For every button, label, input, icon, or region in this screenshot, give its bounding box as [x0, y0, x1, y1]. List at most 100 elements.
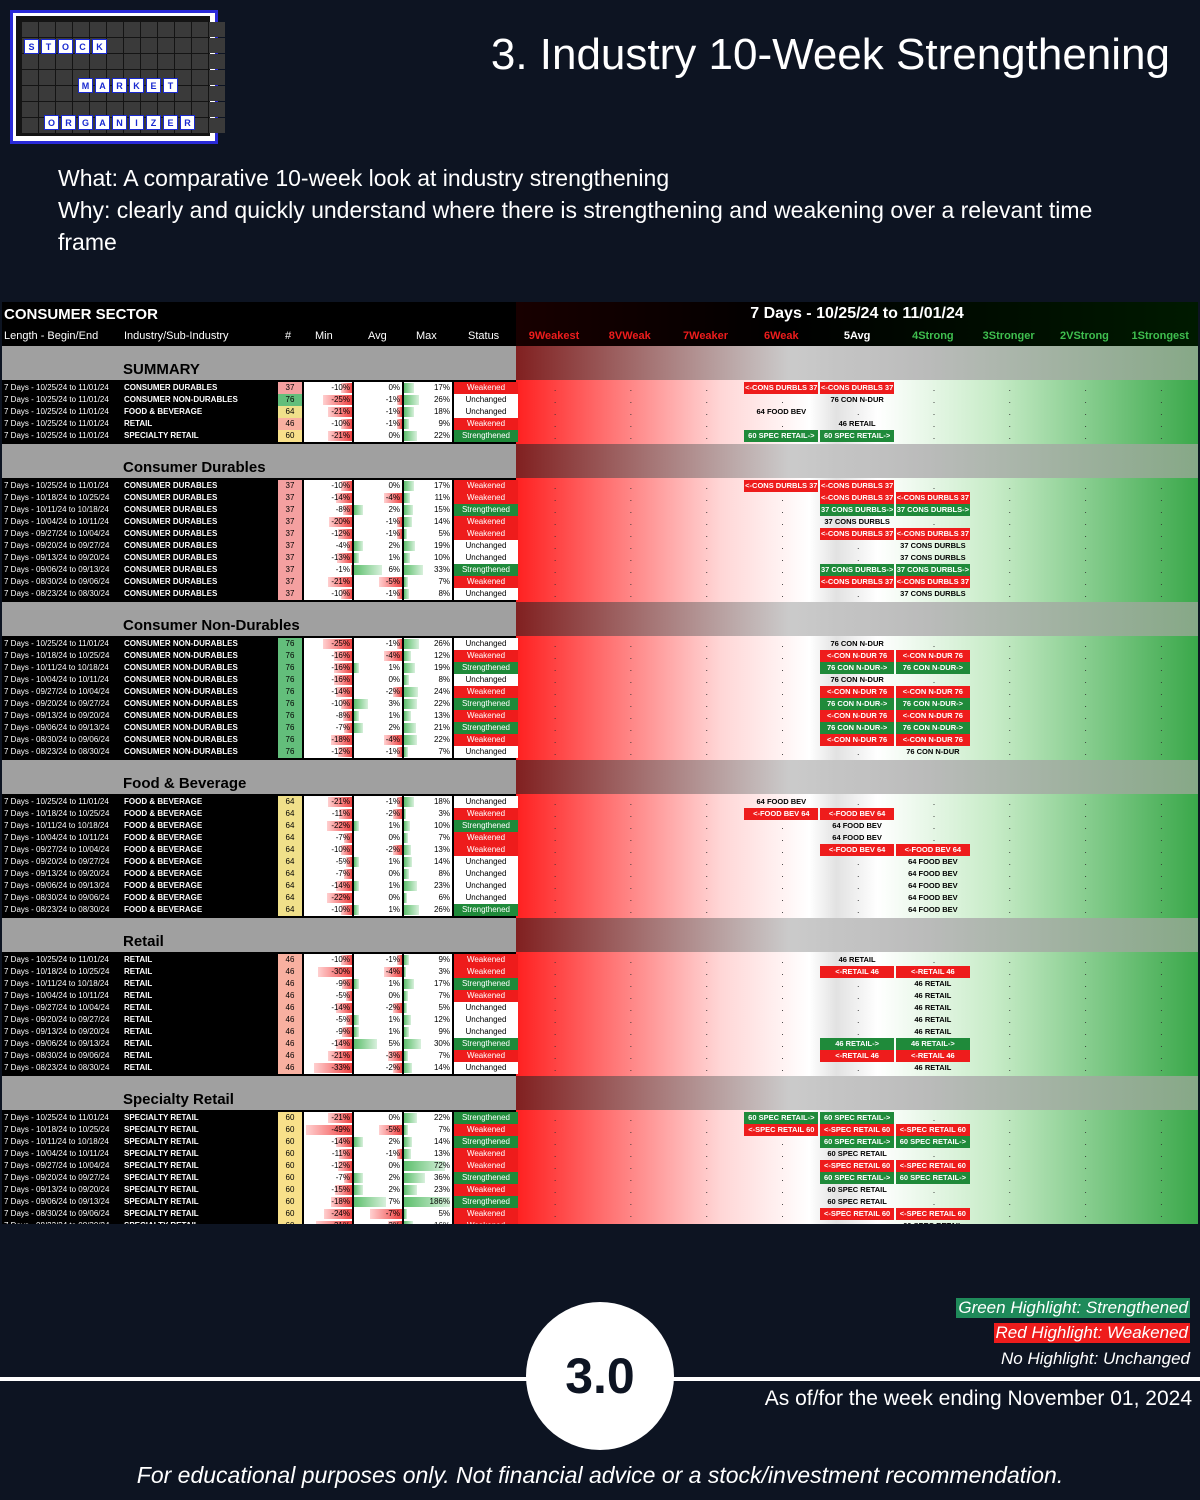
stage-empty-marker: .	[1008, 419, 1012, 429]
stage-empty-marker: .	[1084, 1185, 1087, 1195]
stage-tag: 64 FOOD BEV	[908, 881, 958, 890]
stage-empty-marker: .	[1160, 869, 1163, 879]
industry-cell: SPECIALTY RETAIL	[124, 1209, 199, 1218]
stage-empty-marker: .	[553, 955, 557, 965]
min-cell-bar	[326, 821, 352, 831]
min-cell-value: -5%	[335, 991, 350, 1000]
stage-empty-marker: .	[705, 1137, 708, 1147]
count-cell: 64	[278, 832, 302, 844]
stage-empty-marker: .	[705, 809, 708, 819]
stage-tag: <-SPEC RETAIL 60	[895, 1124, 970, 1136]
stage-empty-marker: .	[1160, 1161, 1163, 1171]
min-cell-value: -14%	[331, 1003, 350, 1012]
stage-empty-marker: .	[1008, 1003, 1012, 1013]
stage-empty-marker: .	[1084, 663, 1087, 673]
max-cell: 22%	[404, 430, 452, 442]
logo-grid-cell	[107, 22, 123, 37]
min-cell: -10%	[304, 698, 352, 710]
stage-empty-marker: .	[932, 1197, 936, 1207]
count-cell: 64	[278, 892, 302, 904]
count-cell: 60	[278, 1136, 302, 1148]
avg-cell: 1%	[354, 880, 402, 892]
stage-empty-marker: .	[553, 1113, 557, 1123]
industry-cell: CONSUMER NON-DURABLES	[124, 699, 238, 708]
stage-empty-marker: .	[553, 1027, 557, 1037]
status-cell: Strengthened	[454, 978, 518, 990]
stage-empty-marker: .	[781, 869, 784, 879]
min-cell-bar	[338, 529, 352, 539]
avg-cell-bar	[354, 1197, 387, 1207]
max-cell: 33%	[404, 564, 452, 576]
avg-cell-value: -2%	[385, 845, 400, 854]
min-cell-bar	[343, 1173, 352, 1183]
stage-empty-marker: .	[705, 431, 708, 441]
min-cell-value: -10%	[331, 845, 350, 854]
logo-grid-cell	[107, 38, 123, 53]
avg-cell-bar	[397, 1149, 402, 1159]
period-cell: 7 Days - 10/18/24 to 10/25/24	[4, 1125, 110, 1134]
industry-cell: SPECIALTY RETAIL	[124, 1197, 199, 1206]
stage-tag: <-RETAIL 46	[895, 1050, 970, 1062]
max-cell-value: 17%	[433, 383, 450, 392]
min-cell-bar	[324, 1209, 352, 1219]
logo-grid-cell	[22, 22, 38, 37]
stage-empty-marker: .	[781, 893, 784, 903]
stage-tag: 37 CONS DURBLS->	[895, 564, 970, 576]
min-cell: -15%	[304, 1184, 352, 1196]
logo-grid-cell	[56, 86, 72, 101]
count-cell: 64	[278, 820, 302, 832]
count-cell: 60	[278, 1124, 302, 1136]
status-cell: Weakened	[454, 832, 518, 844]
status-cell: Unchanged	[454, 796, 518, 808]
count-cell: 64	[278, 868, 302, 880]
section-right-band	[516, 444, 1198, 478]
table-row: 7 Days - 10/18/24 to 10/25/24 SPECIALTY R…	[2, 1124, 1198, 1136]
max-cell-value: 18%	[433, 797, 450, 806]
period-cell: 7 Days - 10/18/24 to 10/25/24	[4, 651, 110, 660]
min-cell-value: -14%	[331, 493, 350, 502]
avg-cell: -5%	[354, 576, 402, 588]
max-cell: 7%	[404, 990, 452, 1002]
stage-empty-marker: .	[1160, 481, 1163, 491]
status-cell: Unchanged	[454, 1014, 518, 1026]
stage-empty-marker: .	[1160, 1125, 1163, 1135]
industry-cell: SPECIALTY RETAIL	[124, 1161, 199, 1170]
count-cell: 60	[278, 1208, 302, 1220]
avg-cell-value: -1%	[385, 955, 400, 964]
stage-tag: <-FOOD BEV 64	[820, 844, 895, 856]
stage-empty-marker: .	[1009, 1220, 1012, 1224]
logo-grid-cell	[124, 54, 140, 69]
avg-cell: 2%	[354, 1184, 402, 1196]
min-cell-value: -20%	[331, 517, 350, 526]
table-row: 7 Days - 09/13/24 to 09/20/24 RETAIL 46 -9%…	[2, 1026, 1198, 1038]
stage-empty-marker: .	[1160, 881, 1163, 891]
logo-letter: A	[95, 115, 110, 130]
logo-grid-cell	[175, 54, 191, 69]
stage-empty-marker: .	[781, 1197, 784, 1207]
stage-empty-marker: .	[1160, 541, 1163, 551]
stage-tag: <-SPEC RETAIL 60	[820, 1160, 895, 1172]
stage-tag: 60 SPEC RETAIL->	[820, 1172, 895, 1184]
min-cell: -13%	[304, 552, 352, 564]
min-cell-value: -7%	[335, 723, 350, 732]
stage-header-6weak: 6Weak	[764, 330, 799, 342]
industry-cell: FOOD & BEVERAGE	[124, 407, 203, 416]
max-cell-value: 7%	[438, 577, 450, 586]
stage-tag: <-FOOD BEV 64	[744, 808, 819, 820]
min-cell-value: -21%	[331, 1051, 350, 1060]
min-cell-bar	[333, 651, 352, 661]
stage-empty-marker: .	[553, 589, 557, 599]
avg-cell-value: 2%	[388, 1173, 400, 1182]
count-cell: 37	[278, 552, 302, 564]
stage-empty-marker: .	[1160, 735, 1163, 745]
stage-empty-marker: .	[1160, 1063, 1163, 1073]
avg-cell: 1%	[354, 856, 402, 868]
stage-empty-marker: .	[629, 967, 633, 977]
max-cell-value: 26%	[433, 905, 450, 914]
stage-empty-marker: .	[781, 699, 784, 709]
min-cell: -14%	[304, 1002, 352, 1014]
logo-grid-cell	[158, 102, 174, 117]
min-cell: -21%	[304, 796, 352, 808]
min-cell: -5%	[304, 1014, 352, 1026]
industry-cell: CONSUMER DURABLES	[124, 505, 218, 514]
